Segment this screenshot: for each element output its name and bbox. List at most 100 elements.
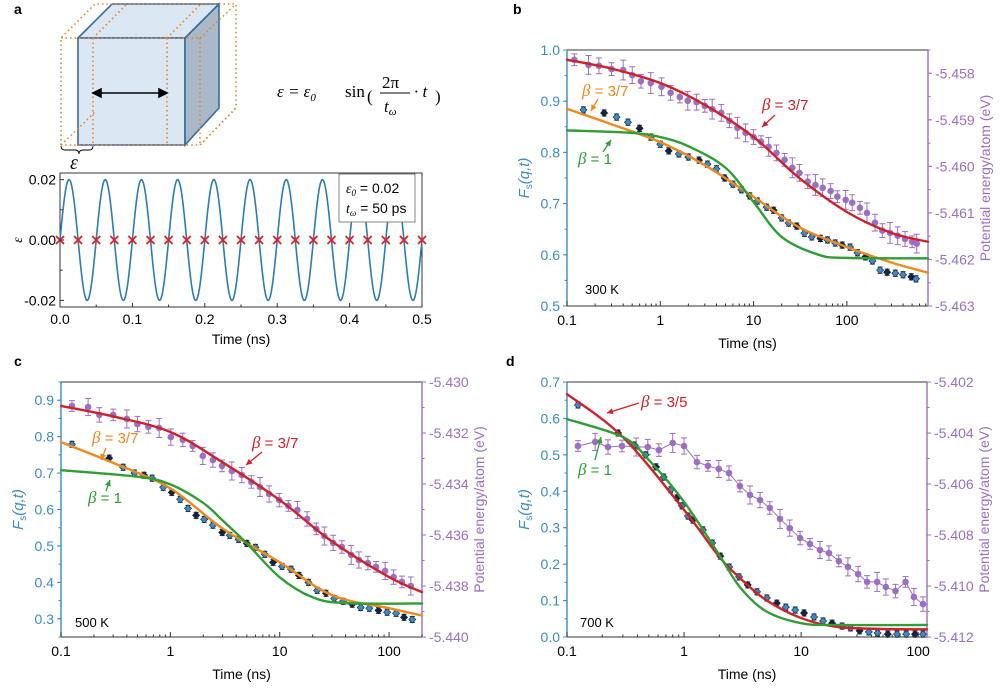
beta-symbol: β — [91, 428, 101, 447]
fs-data-point — [899, 270, 908, 279]
annotation-arrow-icon — [245, 451, 263, 466]
left-y-tick-label: 0.6 — [35, 502, 55, 518]
fs-marker — [883, 630, 892, 639]
beta-annotation: β = 3/5 — [640, 392, 687, 411]
energy-data-point — [604, 439, 612, 455]
energy-marker — [776, 515, 784, 523]
left-y-axis-title: Fs(q,t) — [10, 489, 29, 530]
x-tick-label: 0.1 — [51, 643, 71, 659]
energy-marker — [84, 403, 92, 411]
energy-marker — [746, 491, 754, 499]
energy-data-point — [919, 596, 927, 612]
strain-symbol: ε — [70, 152, 78, 174]
energy-data-point — [834, 190, 841, 203]
energy-marker — [199, 452, 207, 460]
energy-marker — [902, 578, 909, 586]
right-y-tick-label: -5.462 — [935, 251, 975, 267]
beta-annotation: β = 1 — [577, 149, 612, 168]
fs-marker — [635, 124, 644, 133]
x-tick-label: 0.3 — [267, 311, 287, 327]
legend-symbol: t — [346, 202, 351, 217]
left-y-tick-label: 0.9 — [541, 93, 561, 109]
energy-data-point — [854, 565, 862, 583]
energy-marker — [913, 240, 921, 247]
beta-value: = 3/7 — [590, 83, 628, 100]
sampling-x-marker — [272, 235, 282, 245]
annotation-arrow-icon — [100, 447, 107, 461]
energy-data-point — [591, 432, 599, 451]
fs-marker — [192, 511, 201, 520]
left-y-tick-label: 1.0 — [541, 42, 561, 58]
beta-value: = 1 — [586, 462, 611, 479]
fs-marker — [893, 630, 902, 639]
fs-marker — [899, 270, 908, 279]
fs-data-point — [911, 274, 921, 283]
temperature-label: 300 K — [585, 282, 619, 297]
fs-marker — [400, 613, 409, 622]
fs-marker — [408, 615, 417, 624]
x-tick-label: 0.5 — [412, 311, 432, 327]
energy-marker — [863, 209, 871, 217]
left-y-axis-title-sub: s — [524, 184, 535, 189]
cube-front-face — [77, 37, 186, 146]
beta-symbol: β — [761, 95, 771, 114]
arrow-head — [596, 437, 603, 444]
sampling-x-marker — [344, 235, 355, 245]
x-tick-label: 1 — [680, 643, 688, 659]
energy-marker — [812, 181, 819, 189]
annotation-arrow-icon — [602, 139, 612, 153]
beta-value: = 1 — [586, 151, 611, 168]
x-tick-label: 10 — [746, 312, 762, 328]
left-y-tick-label: 0.7 — [541, 374, 561, 390]
y-tick-label: 0.02 — [29, 172, 56, 188]
energy-marker — [842, 196, 849, 204]
energy-marker — [591, 438, 599, 446]
right-y-tick-label: -5.460 — [935, 158, 975, 174]
sampling-x-marker — [417, 235, 427, 245]
x-tick-label: 0.2 — [195, 311, 215, 327]
sampling-x-marker — [73, 235, 83, 245]
x-tick-label: 1 — [166, 643, 174, 659]
energy-marker — [919, 600, 927, 608]
left-y-tick-label: 0.2 — [541, 556, 561, 572]
energy-marker — [825, 549, 833, 557]
energy-data-point — [842, 189, 849, 210]
annotation-arrow-icon — [761, 114, 776, 128]
right-y-axis-title: Potential energy/atom (eV) — [977, 95, 993, 262]
fs-marker — [800, 608, 809, 617]
fit-curve-red — [565, 392, 929, 631]
energy-marker — [676, 93, 684, 101]
expanded-box-outline — [60, 3, 237, 146]
energy-data-point — [658, 77, 665, 97]
left-y-axis-title-sub: s — [524, 516, 535, 521]
energy-marker — [882, 583, 890, 591]
left-y-tick-label: 0.5 — [541, 447, 561, 463]
x-axis-title: Time (ns) — [718, 335, 777, 351]
fit-curve-green — [565, 417, 929, 627]
fs-data-point — [400, 613, 409, 622]
y-tick-label: -0.02 — [24, 292, 56, 308]
arrow-head — [591, 104, 597, 111]
left-y-tick-label: 0.1 — [541, 593, 561, 609]
energy-data-point — [669, 432, 677, 453]
energy-marker — [819, 184, 826, 192]
energy-marker — [910, 593, 918, 601]
energy-marker — [704, 462, 712, 470]
sampling-x-marker — [326, 235, 337, 245]
energy-marker — [854, 570, 862, 578]
left-y-tick-label: 0.8 — [541, 144, 561, 160]
sampling-x-marker — [109, 235, 119, 245]
sampling-x-marker — [182, 235, 192, 245]
fit-curve-green — [565, 129, 930, 260]
fs-marker — [911, 274, 921, 283]
legend-entry: tω = 50 ps — [346, 200, 406, 218]
fs-data-point — [356, 603, 365, 612]
left-y-axis-title-args: (q,t) — [516, 489, 533, 516]
beta-annotation: β = 3/7 — [91, 428, 138, 447]
fs-data-point — [883, 268, 892, 277]
arrow-head — [762, 120, 769, 127]
temperature-label: 500 K — [75, 615, 109, 630]
beta-annotation: β = 3/7 — [251, 433, 298, 452]
